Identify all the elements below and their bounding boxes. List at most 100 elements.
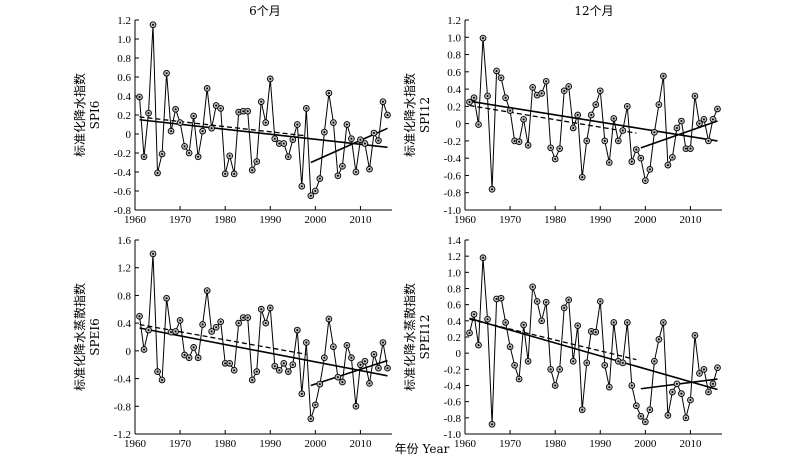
spi12-data-point-center xyxy=(693,95,696,97)
spei12-data-point-center xyxy=(716,366,719,369)
spi6-data-point-center xyxy=(381,100,384,103)
spi6-data-point-center xyxy=(183,145,186,148)
spei6-data-point-center xyxy=(255,370,258,373)
spei12-y-label-code: SPEI12 xyxy=(418,314,432,359)
spi6-data-point-center xyxy=(179,121,182,124)
title-6-month: 6个月 xyxy=(249,4,281,18)
spi12-y-tick-label: -0.6 xyxy=(444,170,462,182)
spei12-data-point-center xyxy=(531,285,534,288)
spi6-data-point-center xyxy=(215,104,218,107)
spi6-trend-line-2 xyxy=(139,116,307,137)
spi12-data-point-center xyxy=(612,117,615,120)
spi12-data-point-center xyxy=(509,109,512,112)
spi12-y-tick-label: 0.2 xyxy=(447,101,461,113)
spi6-data-point-center xyxy=(287,155,290,158)
spei12-data-point-center xyxy=(495,298,498,301)
spei6-y-tick-label: 1.6 xyxy=(117,235,131,247)
spei6-data-point-center xyxy=(201,323,204,326)
spi6-data-point-center xyxy=(305,107,308,110)
spi6-x-tick-label: 1980 xyxy=(214,214,237,226)
spi6-data-point-center xyxy=(192,114,195,117)
spi12-data-point-center xyxy=(522,118,525,121)
spi12-x-tick-label: 1970 xyxy=(499,214,522,226)
spi6-data-point-center xyxy=(359,138,362,141)
spi12-data-point-center xyxy=(599,89,602,92)
spi6-data-point-center xyxy=(278,142,281,145)
spei12-data-point-center xyxy=(585,361,588,364)
spei6-data-point-center xyxy=(219,320,222,323)
spei12-y-tick-label: 0 xyxy=(456,348,462,360)
spi12-data-point-center xyxy=(545,80,548,83)
spei6-data-point-center xyxy=(174,330,177,333)
spi12-y-tick-label: -1.0 xyxy=(444,205,462,217)
spei12-data-point-center xyxy=(689,399,692,402)
spi12-y-tick-label: 0.6 xyxy=(447,67,461,79)
spi12-trend-line-2 xyxy=(469,104,637,134)
spei6-data-point-center xyxy=(363,360,366,363)
spei6-data-point-center xyxy=(242,316,245,319)
spi12-trend-line-3 xyxy=(640,120,718,149)
spi6-data-point-center xyxy=(314,190,317,192)
spei6-data-point-center xyxy=(224,362,227,365)
spei6-data-point-center xyxy=(206,289,209,292)
title-12-month: 12个月 xyxy=(574,4,613,18)
spi12-y-label-cn: 标准化降水指数 xyxy=(402,73,417,157)
spei12-data-point-center xyxy=(617,360,620,363)
spei6-y-tick-label: -0.4 xyxy=(114,374,132,386)
spi12-y-tick-label: 1.0 xyxy=(447,32,461,44)
spi12-data-point-center xyxy=(477,123,480,126)
spi12-data-point-center xyxy=(653,131,656,134)
spi6-data-point-center xyxy=(336,174,339,177)
spei6-y-tick-label: -1.2 xyxy=(114,429,131,441)
spei12-data-point-center xyxy=(639,415,642,418)
spei12-y-tick-label: 1.0 xyxy=(447,267,461,279)
spi12-x-tick-label: 1960 xyxy=(454,214,477,226)
spi12-data-point-center xyxy=(558,147,561,150)
spei6-data-point-center xyxy=(228,362,231,365)
spei12-data-point-center xyxy=(630,384,633,387)
spi12-data-point-center xyxy=(666,164,669,167)
spi12-data-point-center xyxy=(504,96,507,99)
spi6-data-point-center xyxy=(233,172,236,175)
spi12-x-tick-label: 2000 xyxy=(634,214,657,226)
spei6-data-point-center xyxy=(332,345,335,348)
spi12-data-point-center xyxy=(639,157,642,160)
spei6-y-tick-label: -0.8 xyxy=(114,401,132,413)
spi6-data-point-center xyxy=(156,171,159,174)
spi12-data-point-center xyxy=(711,118,714,121)
spei6-data-point-center xyxy=(282,362,285,365)
spei12-y-tick-label: -0.2 xyxy=(444,364,461,376)
spi6-data-point-center xyxy=(377,139,380,142)
spei12-data-point-center xyxy=(644,420,647,423)
spei12-data-point-center xyxy=(648,408,651,411)
spi6-y-tick-label: 0.4 xyxy=(117,91,131,103)
spi6-data-point-center xyxy=(273,137,276,140)
spei6-data-point-center xyxy=(251,378,254,381)
spei12-data-point-center xyxy=(545,301,548,304)
spei6-data-point-center xyxy=(152,252,155,255)
spi6-data-point-center xyxy=(206,87,209,90)
spei12-x-tick-label: 1980 xyxy=(544,438,567,450)
spi6-data-point-center xyxy=(224,172,227,175)
spi6-data-point-center xyxy=(170,130,173,133)
spei12-data-point-center xyxy=(540,319,543,322)
spi12-x-tick-label: 1980 xyxy=(544,214,567,226)
spei12-data-point-center xyxy=(500,297,503,300)
spei6-data-point-center xyxy=(179,319,182,322)
spei12-y-tick-label: -0.8 xyxy=(444,413,462,425)
spei12-data-point-center xyxy=(549,368,552,371)
spi6-x-tick-label: 1970 xyxy=(169,214,192,226)
spi12-data-point-center xyxy=(608,161,611,164)
spei6-data-point-center xyxy=(341,381,344,384)
spei6-data-point-center xyxy=(354,405,357,408)
spei12-data-point-center xyxy=(684,416,687,419)
spei12-y-tick-label: -0.6 xyxy=(444,397,462,409)
spi12-data-point-center xyxy=(473,96,476,99)
spi6-data-point-center xyxy=(242,110,245,113)
spei6-data-point-center xyxy=(377,367,380,370)
spi12-data-point-center xyxy=(635,148,638,151)
spi12-data-point-center xyxy=(482,37,485,40)
spei6-data-point-center xyxy=(215,326,218,329)
spi12-data-point-center xyxy=(702,118,705,121)
